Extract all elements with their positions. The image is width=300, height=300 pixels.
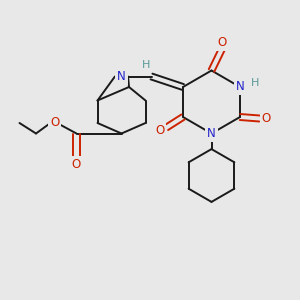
Text: N: N <box>236 80 244 94</box>
Text: O: O <box>262 112 271 125</box>
Text: O: O <box>50 116 59 130</box>
Text: H: H <box>142 60 150 70</box>
Text: N: N <box>207 127 216 140</box>
Text: N: N <box>117 70 126 83</box>
Text: O: O <box>155 124 164 137</box>
Text: H: H <box>251 77 259 88</box>
Text: O: O <box>218 36 226 49</box>
Text: O: O <box>72 158 81 171</box>
